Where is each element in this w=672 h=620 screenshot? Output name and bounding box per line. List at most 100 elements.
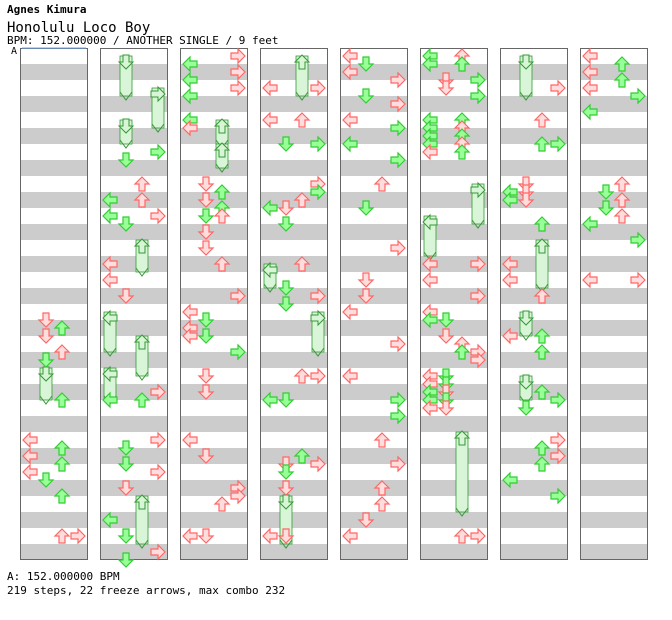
beat-stripe — [580, 160, 648, 176]
step-arrow-right — [550, 431, 566, 449]
step-arrow-down — [277, 392, 295, 408]
beat-stripe — [180, 64, 248, 80]
beat-stripe — [340, 288, 408, 304]
step-arrow-up — [373, 496, 391, 512]
step-arrow-left — [422, 143, 438, 161]
beat-stripe — [20, 320, 88, 336]
step-arrow-down — [197, 192, 215, 208]
freeze-arrow-head — [310, 309, 326, 327]
step-arrow-right — [390, 71, 406, 89]
step-arrow-down — [197, 224, 215, 240]
beat-stripe — [580, 512, 648, 528]
beat-stripe — [100, 64, 168, 80]
freeze-arrow-head — [533, 238, 551, 254]
step-arrow-down — [197, 328, 215, 344]
step-arrow-down — [197, 368, 215, 384]
step-arrow-down — [277, 480, 295, 496]
beat-stripe — [180, 320, 248, 336]
beat-stripe — [260, 320, 328, 336]
song-title: Honolulu Loco Boy — [7, 20, 151, 36]
step-arrow-up — [293, 192, 311, 208]
beat-stripe — [260, 512, 328, 528]
step-arrow-up — [133, 392, 151, 408]
step-arrow-right — [390, 455, 406, 473]
step-arrow-up — [53, 488, 71, 504]
beat-stripe — [340, 256, 408, 272]
beat-stripe — [20, 544, 88, 560]
step-arrow-up — [613, 192, 631, 208]
step-arrow-down — [37, 472, 55, 488]
beat-stripe — [260, 64, 328, 80]
freeze-arrow-head — [293, 54, 311, 70]
beat-stripe — [580, 480, 648, 496]
step-arrow-right — [630, 231, 646, 249]
step-arrow-down — [37, 328, 55, 344]
beat-stripe — [340, 384, 408, 400]
chart-column — [580, 48, 648, 560]
step-arrow-right — [310, 287, 326, 305]
freeze-arrow-tail — [519, 91, 533, 101]
step-arrow-left — [582, 271, 598, 289]
step-arrow-down — [197, 448, 215, 464]
beat-stripe — [500, 448, 568, 464]
bpm-marker-label: A — [11, 46, 18, 57]
step-arrow-up — [213, 256, 231, 272]
step-arrow-down — [357, 272, 375, 288]
beat-stripe — [180, 128, 248, 144]
step-arrow-left — [422, 311, 438, 329]
beat-stripe — [340, 416, 408, 432]
freeze-arrow-head — [262, 261, 278, 279]
beat-stripe — [180, 256, 248, 272]
step-arrow-right — [470, 287, 486, 305]
step-arrow-left — [102, 207, 118, 225]
step-arrow-right — [630, 271, 646, 289]
step-arrow-right — [150, 463, 166, 481]
beat-stripe — [580, 320, 648, 336]
step-summary: 219 steps, 22 freeze arrows, max combo 2… — [7, 584, 286, 597]
beat-stripe — [500, 64, 568, 80]
beat-stripe — [580, 416, 648, 432]
beat-stripe — [180, 448, 248, 464]
step-arrow-left — [502, 471, 518, 489]
step-arrow-right — [310, 367, 326, 385]
freeze-arrow-head — [133, 494, 151, 510]
freeze-arrow-head — [213, 118, 231, 134]
step-arrow-down — [277, 296, 295, 312]
step-arrow-right — [470, 71, 486, 89]
step-arrow-right — [390, 119, 406, 137]
step-arrow-down — [517, 192, 535, 208]
step-arrow-right — [230, 287, 246, 305]
step-arrow-right — [230, 487, 246, 505]
freeze-arrow-tail — [119, 139, 133, 149]
step-arrow-left — [422, 255, 438, 273]
step-arrow-right — [390, 95, 406, 113]
step-arrow-down — [197, 176, 215, 192]
beat-stripe — [420, 416, 488, 432]
beat-stripe — [100, 384, 168, 400]
step-arrow-up — [613, 72, 631, 88]
step-arrow-right — [150, 543, 166, 561]
beat-stripe — [340, 448, 408, 464]
beat-stripe — [500, 512, 568, 528]
step-arrow-right — [310, 455, 326, 473]
beat-stripe — [100, 480, 168, 496]
step-arrow-down — [117, 552, 135, 568]
beat-stripe — [500, 384, 568, 400]
step-arrow-down — [517, 400, 535, 416]
beat-stripe — [100, 416, 168, 432]
beat-stripe — [20, 288, 88, 304]
beat-stripe — [100, 160, 168, 176]
step-arrow-right — [310, 79, 326, 97]
beat-stripe — [500, 160, 568, 176]
step-arrow-down — [277, 136, 295, 152]
step-arrow-up — [213, 184, 231, 200]
step-arrow-right — [470, 255, 486, 273]
beat-stripe — [580, 256, 648, 272]
step-arrow-left — [582, 63, 598, 81]
step-arrow-right — [470, 87, 486, 105]
beat-stripe — [180, 160, 248, 176]
beat-stripe — [180, 416, 248, 432]
beat-stripe — [100, 320, 168, 336]
beat-stripe — [340, 160, 408, 176]
